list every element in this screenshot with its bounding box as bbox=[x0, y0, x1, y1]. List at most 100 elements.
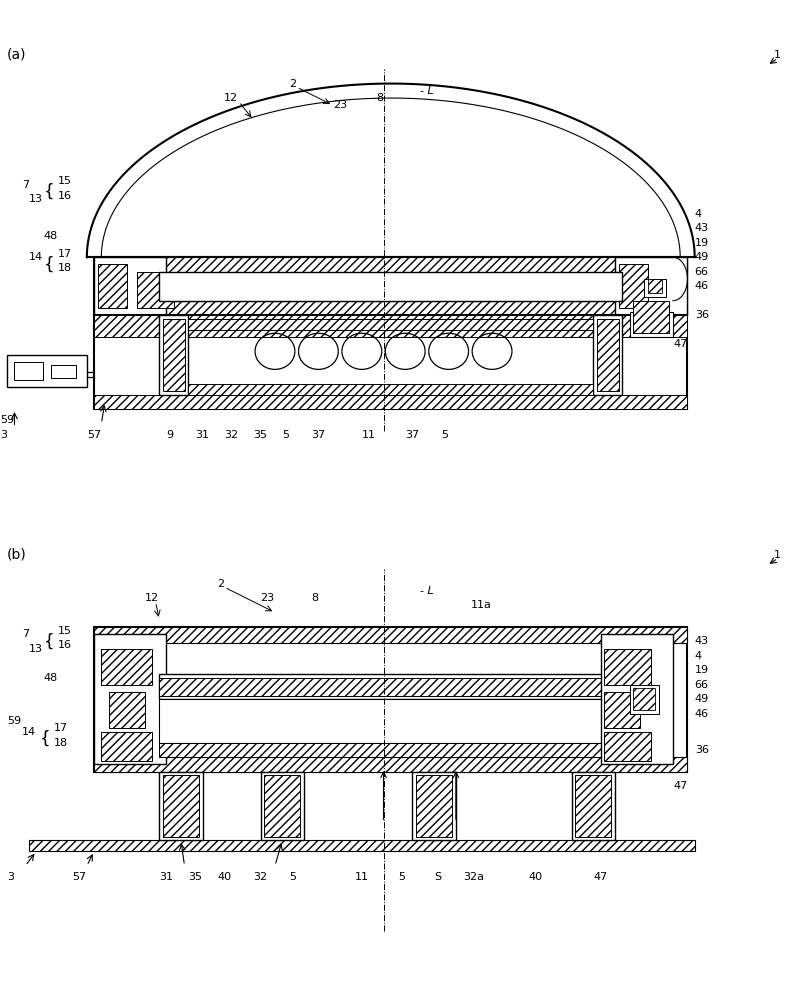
Text: 12: 12 bbox=[224, 93, 239, 103]
Bar bbox=[604, 649, 651, 685]
Bar bbox=[94, 315, 688, 337]
Text: 17: 17 bbox=[58, 249, 72, 259]
Bar bbox=[94, 627, 688, 772]
Text: 35: 35 bbox=[188, 872, 202, 882]
Text: 7: 7 bbox=[21, 180, 29, 190]
Text: 40: 40 bbox=[217, 872, 231, 882]
Text: 1: 1 bbox=[775, 50, 782, 60]
Text: 59: 59 bbox=[7, 716, 21, 726]
Text: 23: 23 bbox=[260, 593, 275, 603]
Text: 43: 43 bbox=[695, 223, 708, 233]
Bar bbox=[159, 699, 622, 743]
Bar bbox=[94, 257, 688, 273]
Bar bbox=[159, 743, 622, 757]
Text: 2: 2 bbox=[217, 579, 224, 589]
Text: 31: 31 bbox=[159, 872, 174, 882]
Bar bbox=[260, 772, 304, 840]
Text: 5: 5 bbox=[290, 872, 296, 882]
Text: 13: 13 bbox=[29, 644, 43, 654]
Text: 4: 4 bbox=[695, 651, 702, 661]
Text: {: { bbox=[40, 730, 50, 748]
Text: 12: 12 bbox=[145, 593, 159, 603]
Bar bbox=[94, 257, 688, 315]
Bar bbox=[633, 301, 669, 333]
Bar bbox=[412, 772, 456, 840]
Bar bbox=[159, 772, 203, 840]
Bar bbox=[159, 272, 622, 301]
Text: 37: 37 bbox=[405, 430, 419, 440]
Text: 5: 5 bbox=[398, 872, 405, 882]
Text: 3: 3 bbox=[0, 430, 7, 440]
Text: 18: 18 bbox=[58, 263, 72, 273]
Bar bbox=[188, 319, 593, 330]
Bar bbox=[51, 365, 76, 378]
Text: {: { bbox=[44, 632, 54, 650]
Text: {: { bbox=[44, 183, 54, 201]
Bar bbox=[94, 634, 166, 764]
Text: 11: 11 bbox=[354, 872, 369, 882]
Bar bbox=[630, 685, 658, 714]
Text: 32a: 32a bbox=[463, 872, 484, 882]
Bar bbox=[630, 312, 673, 337]
Bar bbox=[618, 264, 648, 308]
Text: - L: - L bbox=[419, 86, 434, 96]
Text: 47: 47 bbox=[673, 781, 687, 791]
Text: 46: 46 bbox=[695, 709, 708, 719]
Bar bbox=[648, 279, 662, 293]
Text: 3: 3 bbox=[7, 872, 14, 882]
Text: (b): (b) bbox=[7, 548, 27, 562]
Text: 32: 32 bbox=[253, 872, 267, 882]
Text: 19: 19 bbox=[695, 238, 708, 248]
Bar bbox=[138, 272, 174, 308]
Text: S: S bbox=[434, 872, 441, 882]
Bar bbox=[7, 355, 87, 387]
Bar bbox=[94, 627, 688, 643]
Text: 13: 13 bbox=[29, 194, 43, 204]
Text: 32: 32 bbox=[224, 430, 239, 440]
Text: 66: 66 bbox=[695, 267, 708, 277]
Bar bbox=[416, 775, 452, 837]
Text: 8: 8 bbox=[311, 593, 318, 603]
Text: 11: 11 bbox=[362, 430, 376, 440]
Bar bbox=[604, 732, 651, 761]
Text: {: { bbox=[44, 255, 54, 273]
Text: 16: 16 bbox=[58, 640, 72, 650]
Bar bbox=[597, 319, 618, 391]
Text: 43: 43 bbox=[695, 636, 708, 646]
Text: 66: 66 bbox=[695, 680, 708, 690]
Bar bbox=[644, 279, 665, 297]
Text: 7: 7 bbox=[21, 629, 29, 639]
Text: 19: 19 bbox=[695, 665, 708, 675]
Bar bbox=[159, 315, 188, 395]
Text: - L: - L bbox=[419, 586, 434, 596]
Bar bbox=[98, 264, 127, 308]
Bar bbox=[576, 775, 611, 837]
Text: 23: 23 bbox=[333, 100, 347, 110]
Bar bbox=[108, 692, 145, 728]
Text: 46: 46 bbox=[695, 281, 708, 291]
Text: 5: 5 bbox=[283, 430, 289, 440]
Bar bbox=[188, 384, 593, 395]
Text: 35: 35 bbox=[253, 430, 267, 440]
Text: 15: 15 bbox=[58, 626, 72, 636]
Text: 2: 2 bbox=[290, 79, 297, 89]
Bar bbox=[101, 649, 152, 685]
Text: 47: 47 bbox=[673, 339, 687, 349]
Text: 48: 48 bbox=[44, 231, 57, 241]
Bar bbox=[14, 362, 44, 380]
Text: 14: 14 bbox=[29, 252, 43, 262]
Text: 37: 37 bbox=[311, 430, 326, 440]
Text: (a): (a) bbox=[7, 48, 27, 62]
Bar bbox=[163, 319, 185, 391]
Bar bbox=[159, 678, 622, 696]
Bar bbox=[163, 775, 199, 837]
Text: 15: 15 bbox=[58, 176, 72, 186]
Text: 36: 36 bbox=[695, 745, 708, 755]
Text: 40: 40 bbox=[529, 872, 542, 882]
Bar bbox=[159, 674, 622, 699]
Text: 47: 47 bbox=[593, 872, 607, 882]
Bar bbox=[604, 692, 641, 728]
Text: 49: 49 bbox=[695, 694, 709, 704]
Text: 31: 31 bbox=[195, 430, 209, 440]
Text: 17: 17 bbox=[54, 723, 68, 733]
